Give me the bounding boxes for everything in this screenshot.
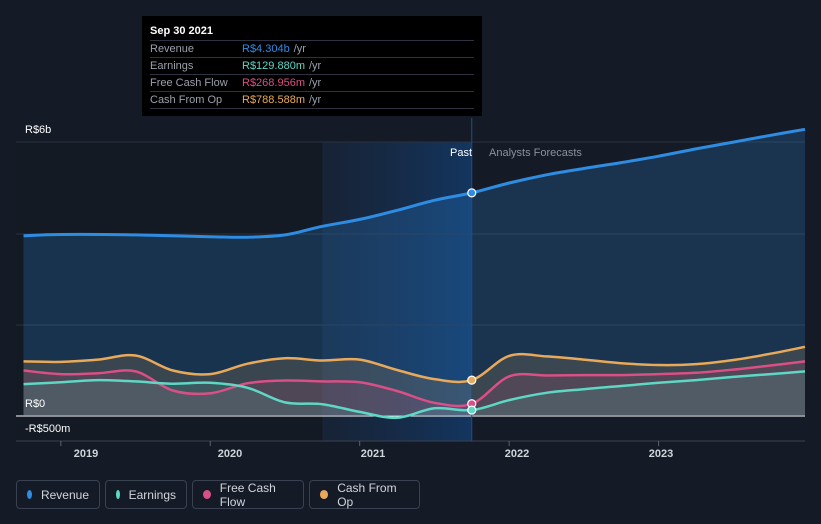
series-area-revenue bbox=[23, 129, 805, 417]
x-tick-label: 2022 bbox=[504, 448, 530, 460]
series-area-cash-from-op bbox=[23, 346, 805, 416]
tooltip-row-revenue: Revenue R$4.304b /yr bbox=[150, 40, 474, 57]
y-label-top: R$6b bbox=[25, 124, 52, 136]
legend-label: Free Cash Flow bbox=[219, 480, 276, 509]
tooltip-value: R$788.588m bbox=[242, 94, 305, 106]
past-label: Past bbox=[450, 147, 473, 159]
series-line-earnings bbox=[23, 370, 806, 420]
tooltip-value: R$268.956m bbox=[242, 77, 305, 89]
tooltip-unit: /yr bbox=[309, 94, 322, 106]
tooltip-label: Cash From Op bbox=[150, 94, 223, 106]
series-line-cash-from-op bbox=[23, 345, 806, 384]
legend-label: Earnings bbox=[128, 487, 176, 502]
legend-label: Revenue bbox=[40, 487, 89, 502]
tooltip-value: R$129.880m bbox=[242, 60, 305, 72]
y-label-bottom: -R$500m bbox=[25, 423, 71, 435]
series-line-revenue bbox=[23, 127, 806, 239]
series-area-earnings bbox=[23, 371, 805, 418]
y-label-zero: R$0 bbox=[25, 398, 46, 410]
x-tick-label: 2020 bbox=[217, 448, 243, 460]
tooltip-row-fcf: Free Cash Flow R$268.956m /yr bbox=[150, 74, 474, 91]
marker-revenue bbox=[467, 188, 477, 198]
tooltip-row-cfo: Cash From Op R$788.588m /yr bbox=[150, 91, 474, 109]
series-line-free-cash-flow bbox=[23, 360, 806, 408]
tooltip-unit: /yr bbox=[309, 77, 322, 89]
tooltip-label: Free Cash Flow bbox=[150, 77, 228, 89]
legend-item-revenue[interactable]: Revenue bbox=[16, 480, 100, 509]
legend-dot-icon bbox=[203, 490, 211, 499]
data-tooltip: Sep 30 2021 Revenue R$4.304b /yr Earning… bbox=[142, 16, 482, 116]
x-tick-label: 2019 bbox=[73, 448, 99, 460]
x-tick-label: 2023 bbox=[648, 448, 674, 460]
legend-dot-icon bbox=[27, 490, 32, 499]
marker-cash-from-op bbox=[467, 375, 477, 385]
legend-label: Cash From Op bbox=[337, 480, 397, 509]
tooltip-label: Earnings bbox=[150, 60, 194, 72]
legend-dot-icon bbox=[116, 490, 120, 499]
tooltip-unit: /yr bbox=[309, 60, 322, 72]
legend-item-earnings[interactable]: Earnings bbox=[105, 480, 187, 509]
series-area-free-cash-flow bbox=[23, 361, 805, 416]
legend-item-free-cash-flow[interactable]: Free Cash Flow bbox=[192, 480, 304, 509]
tooltip-value: R$4.304b bbox=[242, 43, 290, 55]
x-tick-label: 2021 bbox=[360, 448, 386, 460]
tooltip-unit: /yr bbox=[293, 43, 306, 55]
legend-item-cash-from-op[interactable]: Cash From Op bbox=[309, 480, 420, 509]
marker-earnings bbox=[467, 405, 477, 415]
forecast-label: Analysts Forecasts bbox=[489, 147, 582, 159]
tooltip-label: Revenue bbox=[150, 43, 195, 55]
tooltip-date: Sep 30 2021 bbox=[150, 25, 213, 37]
tooltip-row-earnings: Earnings R$129.880m /yr bbox=[150, 57, 474, 74]
legend-dot-icon bbox=[320, 490, 329, 499]
